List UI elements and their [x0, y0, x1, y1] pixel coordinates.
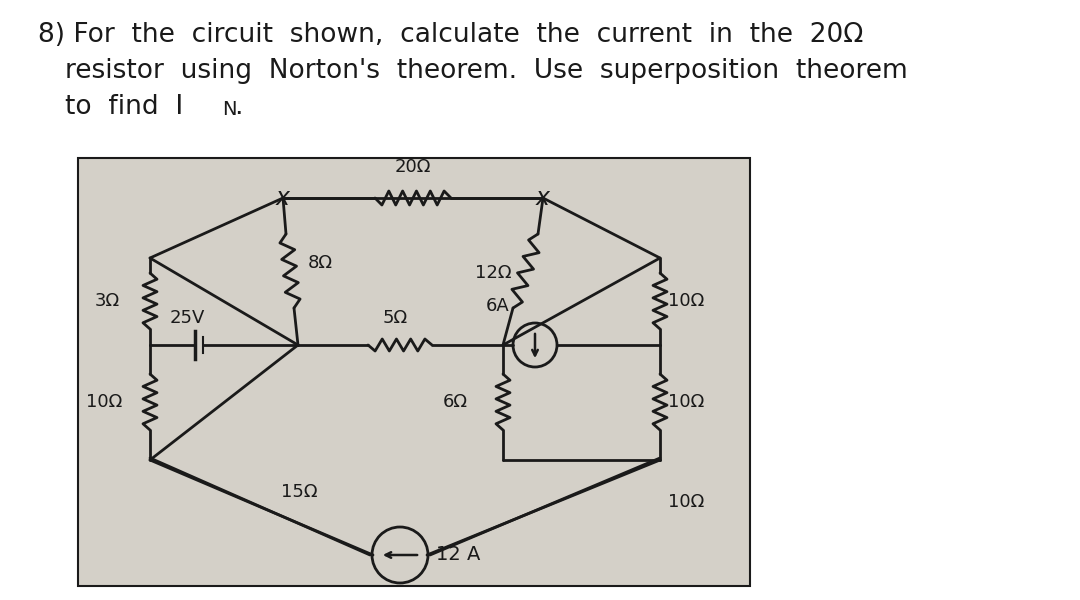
Text: 12Ω: 12Ω	[475, 264, 512, 282]
Bar	[78, 158, 750, 586]
Text: 25V: 25V	[170, 309, 205, 327]
Text: 10Ω: 10Ω	[669, 393, 704, 411]
Text: 6A: 6A	[486, 297, 510, 315]
Text: 6Ω: 6Ω	[443, 393, 468, 411]
Text: to  find  I: to find I	[65, 94, 184, 120]
Text: 8Ω: 8Ω	[308, 254, 333, 272]
Text: 20Ω: 20Ω	[395, 158, 431, 176]
Text: x: x	[536, 186, 550, 210]
Text: x: x	[276, 186, 291, 210]
Text: 15Ω: 15Ω	[281, 483, 318, 501]
Text: 12 A: 12 A	[436, 545, 481, 565]
Text: 10Ω: 10Ω	[669, 493, 704, 511]
Text: .: .	[234, 94, 243, 120]
Text: 5Ω: 5Ω	[382, 309, 407, 327]
Text: 3Ω: 3Ω	[95, 292, 120, 310]
Text: 8) For  the  circuit  shown,  calculate  the  current  in  the  20Ω: 8) For the circuit shown, calculate the …	[38, 22, 863, 48]
Text: N: N	[222, 100, 237, 119]
Text: resistor  using  Norton's  theorem.  Use  superposition  theorem: resistor using Norton's theorem. Use sup…	[65, 58, 908, 84]
Text: 10Ω: 10Ω	[669, 292, 704, 310]
Text: 10Ω: 10Ω	[85, 393, 122, 411]
